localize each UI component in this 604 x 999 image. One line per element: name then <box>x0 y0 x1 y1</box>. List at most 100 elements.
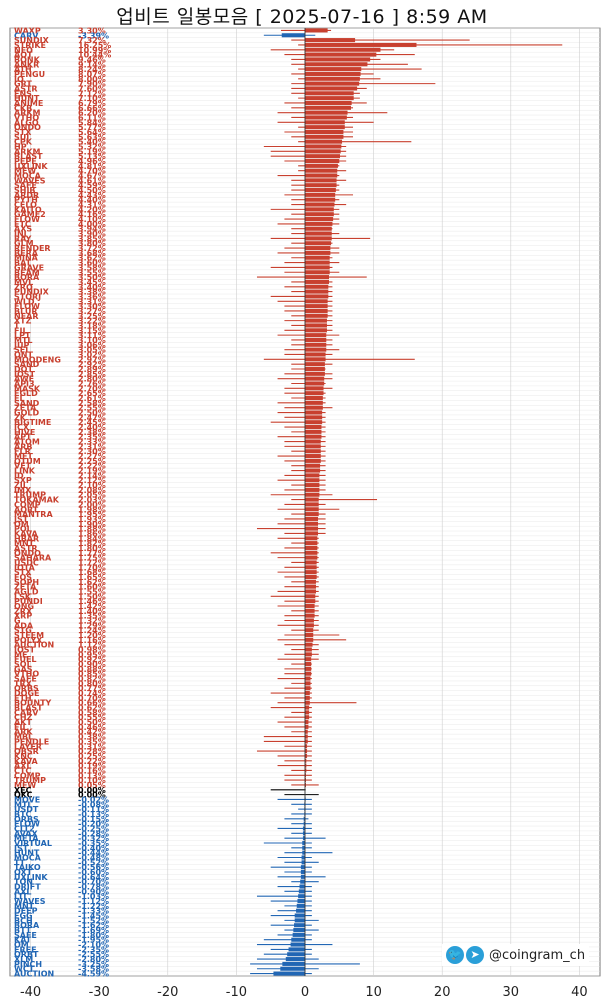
bar <box>305 395 323 401</box>
bar <box>305 512 319 517</box>
bar-name-label: AXS <box>14 225 32 234</box>
bar <box>305 178 337 183</box>
bar-name-label: POLYX <box>14 636 43 645</box>
bar-percent-label: 2.25% <box>78 457 106 466</box>
bar-name-label: STX <box>14 128 32 137</box>
bar-percent-label: 7.90% <box>78 80 106 89</box>
bar <box>305 449 321 454</box>
bar-name-label: IOTA <box>14 563 36 572</box>
x-tick-label: -40 <box>20 985 41 999</box>
bar-name-label: MEW <box>14 781 36 790</box>
bar <box>305 105 351 110</box>
bar <box>305 739 308 744</box>
bar-percent-label: 0.74% <box>78 689 106 698</box>
bar-percent-label: 3.22% <box>78 317 106 326</box>
bar-name-label: SOPH <box>14 578 39 587</box>
bar-name-label: PEPE <box>14 157 37 166</box>
bar <box>305 526 319 531</box>
bar-percent-label: 0.19% <box>78 762 106 771</box>
bar <box>305 42 417 47</box>
bar-name-label: TRUMP <box>14 491 46 500</box>
bar-name-label: LPT <box>14 331 31 340</box>
x-tick-label: -10 <box>226 985 247 999</box>
bar-percent-label: 1.70% <box>78 563 106 572</box>
bar-name-label: LSK <box>14 592 32 601</box>
bar-name-label: SAHARA <box>14 554 52 563</box>
bar <box>305 139 343 144</box>
bar <box>285 957 305 962</box>
bar <box>305 782 306 787</box>
bar-name-label: JST <box>13 515 29 524</box>
bar-percent-label: 0.82% <box>78 675 106 684</box>
bar-name-label: XRP <box>14 612 32 621</box>
bar <box>305 366 325 372</box>
bar-name-label: META <box>14 834 39 843</box>
bar-name-label: PENDLE <box>14 737 49 746</box>
bar-percent-label: 4.31% <box>78 201 106 210</box>
bar <box>280 966 305 971</box>
bar <box>305 424 322 430</box>
bar-percent-label: -0.48% <box>78 854 109 863</box>
bar <box>305 71 361 76</box>
bar-percent-label: -1.69% <box>78 926 109 935</box>
bar-name-label: STEEM <box>14 631 44 640</box>
bar-name-label: ZETA <box>14 404 37 413</box>
bar-name-label: OBSR <box>14 747 39 756</box>
bar <box>305 294 329 299</box>
bar <box>305 497 319 502</box>
bar <box>305 376 325 381</box>
bar <box>305 458 321 463</box>
bar <box>305 594 316 599</box>
bar-name-label: ORBT <box>14 950 39 959</box>
bar-percent-label: 2.12% <box>78 476 106 485</box>
bar-name-label: KAITO <box>14 205 42 214</box>
bar-percent-label: 0.55% <box>78 713 106 722</box>
bar <box>305 720 309 725</box>
bar-name-label: ATOM <box>14 438 40 447</box>
bar-name-label: VET <box>14 462 32 471</box>
bar-name-label: ZIL <box>14 481 28 490</box>
bar <box>305 608 315 613</box>
bar-percent-label: 0.58% <box>78 708 106 717</box>
bar-name-label: XEC <box>14 786 32 795</box>
bar-percent-label: 3.31% <box>78 297 106 306</box>
x-tick-label: -30 <box>89 985 110 999</box>
bar-percent-label: 0.16% <box>78 766 106 775</box>
bar-percent-label: 2.31% <box>78 442 106 451</box>
bar <box>305 661 312 667</box>
bar-percent-label: 2.19% <box>78 467 106 476</box>
bar-percent-label: 0.77% <box>78 684 106 693</box>
bar-percent-label: -1.45% <box>78 912 109 921</box>
bar-name-label: SHIB <box>14 186 36 195</box>
bar-name-label: SUI <box>14 133 29 142</box>
bar-name-label: ZETA <box>14 583 37 592</box>
bar-percent-label: -2.35% <box>78 945 109 954</box>
bar <box>305 536 318 541</box>
bar-percent-label: 1.50% <box>78 592 106 601</box>
bar-percent-label: 3.36% <box>78 292 106 301</box>
bar-name-label: POL <box>14 525 32 534</box>
bar <box>305 250 331 255</box>
bar <box>305 439 321 444</box>
bar-percent-label: -1.33% <box>78 907 109 916</box>
bar <box>305 749 308 754</box>
bar <box>305 275 330 280</box>
bar-name-label: COMP <box>14 500 41 509</box>
bar-name-label: HBAR <box>14 534 39 543</box>
bar-name-label: ASTR <box>14 84 38 93</box>
bar-percent-label: 5.63% <box>78 133 106 142</box>
bar <box>305 115 347 120</box>
bar <box>305 652 312 657</box>
bar-name-label: AVAX <box>14 829 38 838</box>
bar-percent-label: 4.40% <box>78 196 106 205</box>
bar <box>305 323 327 328</box>
bar-percent-label: -0.44% <box>78 849 109 858</box>
bar <box>305 110 348 115</box>
bar-name-label: PYTH <box>14 196 38 205</box>
bar-name-label: ZRX <box>14 607 33 616</box>
bar <box>287 952 305 957</box>
bar-name-label: QTUM <box>14 457 41 466</box>
bar-name-label: COMP <box>14 771 41 780</box>
bar-percent-label: 2.65% <box>78 389 106 398</box>
bar-name-label: MOCA <box>14 854 42 863</box>
